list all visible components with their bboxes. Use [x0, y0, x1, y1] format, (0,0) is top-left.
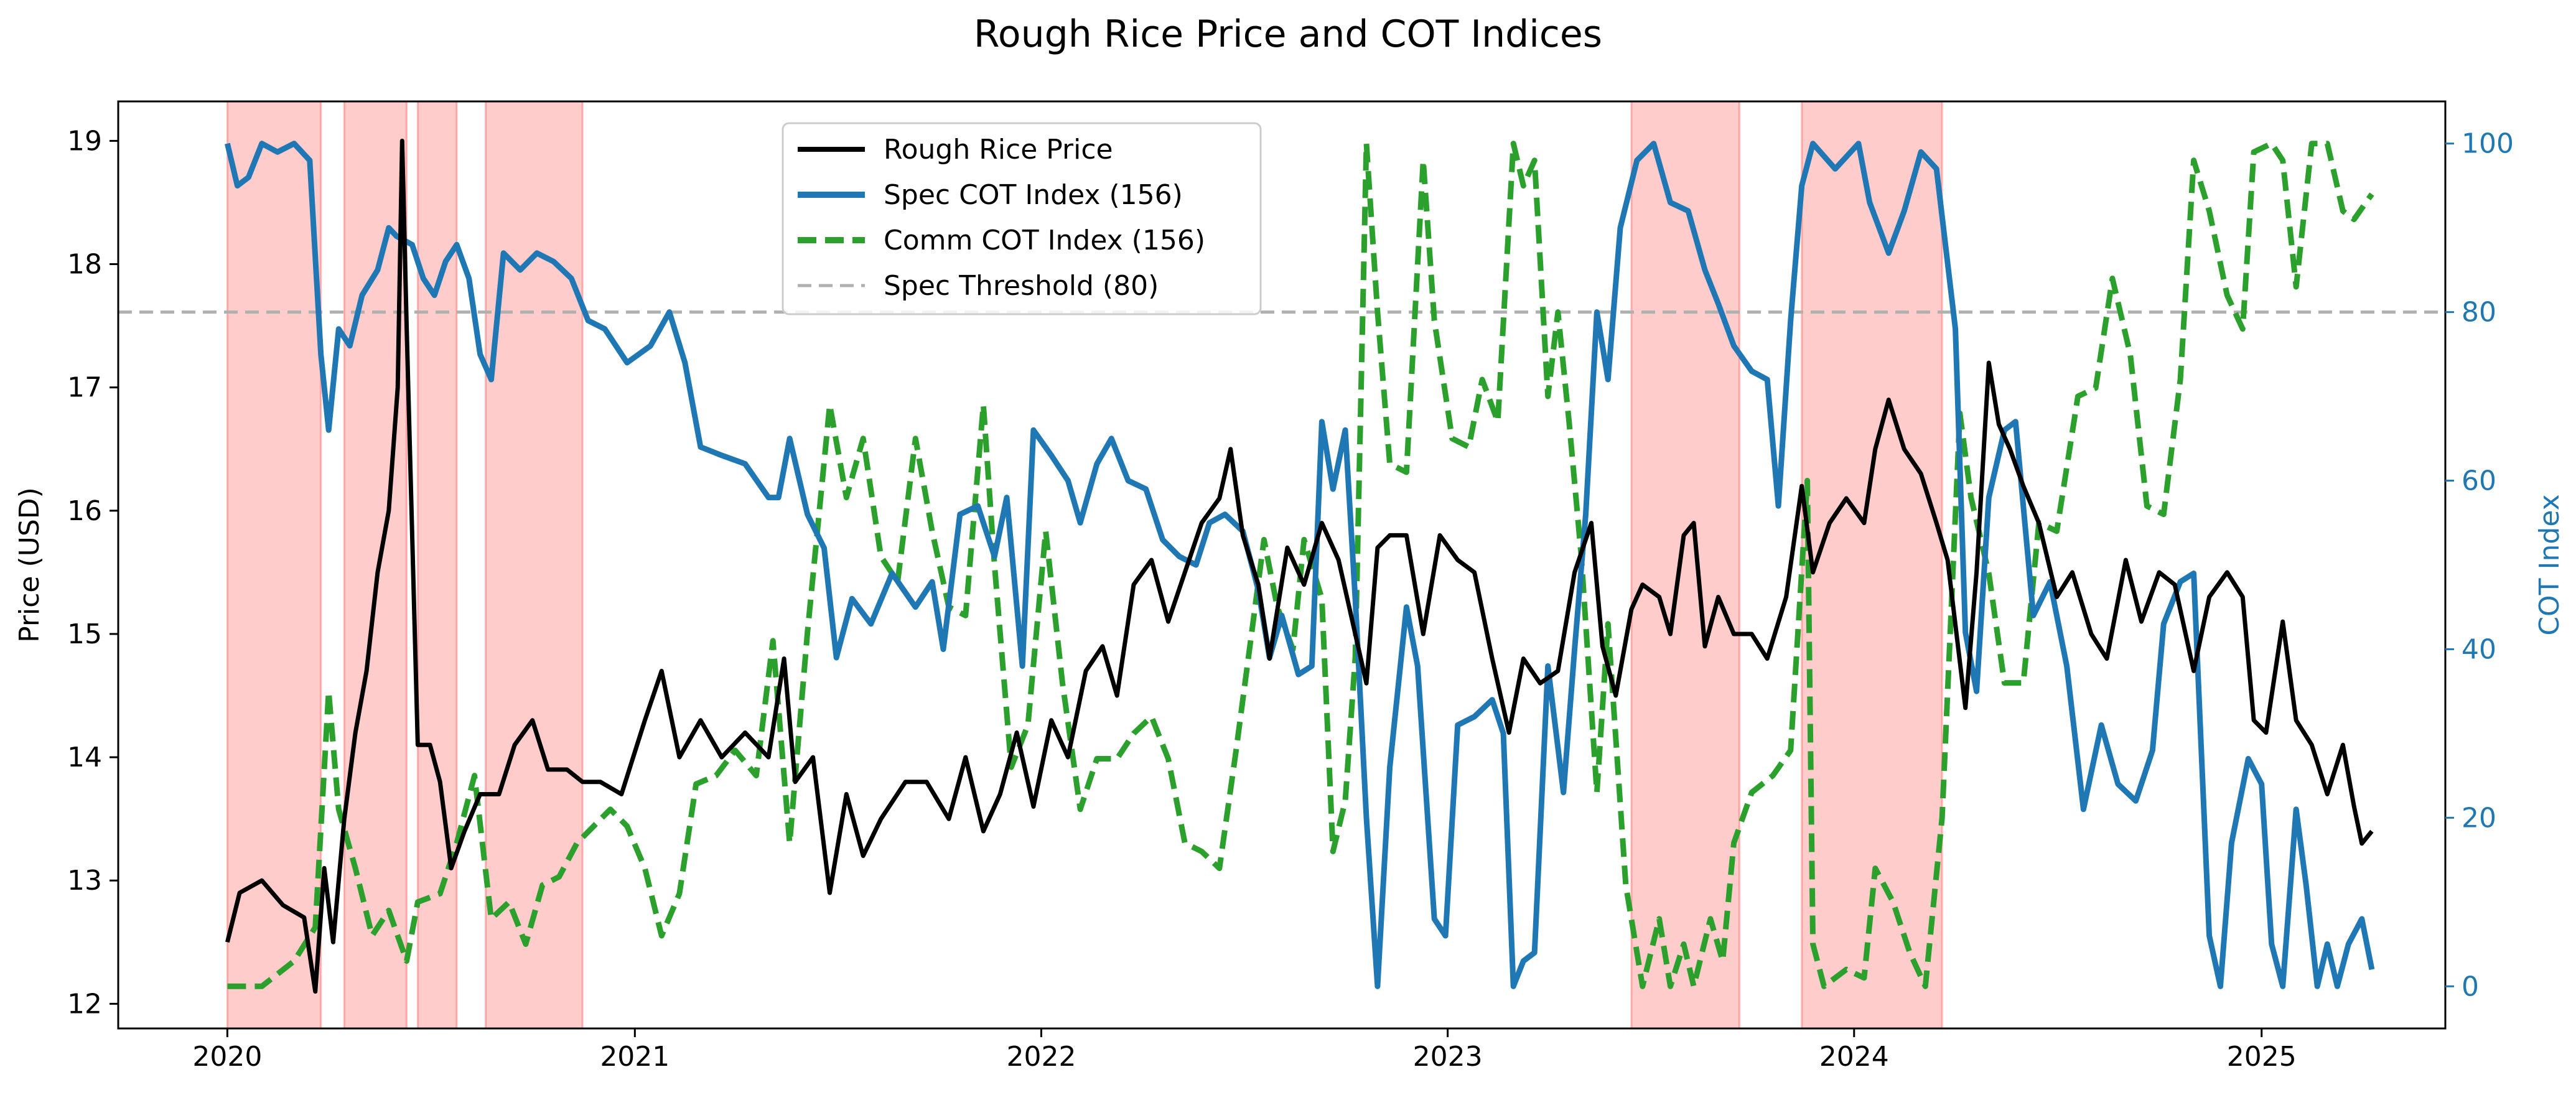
y-left-tick-label: 18: [67, 249, 102, 281]
legend-label-threshold: Spec Threshold (80): [884, 270, 1159, 302]
legend: Rough Rice Price Spec COT Index (156) Co…: [782, 122, 1262, 315]
legend-label-comm: Comm COT Index (156): [884, 225, 1205, 256]
y-left-tick-label: 14: [67, 742, 102, 773]
x-tick-label: 2020: [192, 1041, 262, 1073]
series-line-comm: [227, 141, 2374, 989]
series-line-spec: [225, 141, 2375, 989]
x-tick-label: 2025: [2227, 1041, 2297, 1073]
series-line-price: [225, 138, 2374, 994]
y-right-tick-label: 20: [2462, 802, 2496, 834]
y-right-tick-label: 60: [2462, 465, 2496, 497]
x-tick-label: 2022: [1006, 1041, 1076, 1073]
y-left-tick-label: 19: [67, 125, 102, 157]
y-right-tick-label: 80: [2462, 297, 2496, 329]
x-axis: 2020 2021 2022 2023 2024 2025: [192, 1028, 2297, 1073]
legend-box: [782, 122, 1262, 315]
shaded-period-4: [1630, 100, 1740, 1030]
y-left-tick-label: 16: [67, 495, 102, 527]
x-tick-label: 2021: [600, 1041, 670, 1073]
x-tick-label: 2023: [1413, 1041, 1483, 1073]
shaded-period-2: [416, 100, 458, 1030]
shaded-period-3: [485, 100, 584, 1030]
legend-label-spec: Spec COT Index (156): [884, 179, 1183, 211]
y-axis-left: 12 13 14 15 16 17 18 19: [67, 125, 118, 1020]
legend-label-price: Rough Rice Price: [884, 134, 1113, 165]
x-tick-label: 2024: [1819, 1041, 1889, 1073]
shaded-period-0: [226, 100, 322, 1030]
y-axis-left-label: Price (USD): [14, 487, 45, 643]
y-left-tick-label: 15: [67, 618, 102, 650]
y-right-tick-label: 100: [2462, 128, 2514, 160]
y-axis-right-label: COT Index: [2534, 494, 2565, 635]
plot-frame: [117, 100, 2447, 1030]
y-left-tick-label: 12: [67, 988, 102, 1020]
y-left-tick-label: 13: [67, 865, 102, 897]
chart-title: Rough Rice Price and COT Indices: [974, 12, 1602, 56]
y-left-tick-label: 17: [67, 372, 102, 404]
y-right-tick-label: 0: [2462, 971, 2479, 1002]
y-right-tick-label: 40: [2462, 633, 2496, 665]
series-layer: [225, 138, 2375, 994]
y-axis-right: 0 20 40 60 80 100: [2445, 128, 2514, 1002]
shaded-period-1: [343, 100, 408, 1030]
